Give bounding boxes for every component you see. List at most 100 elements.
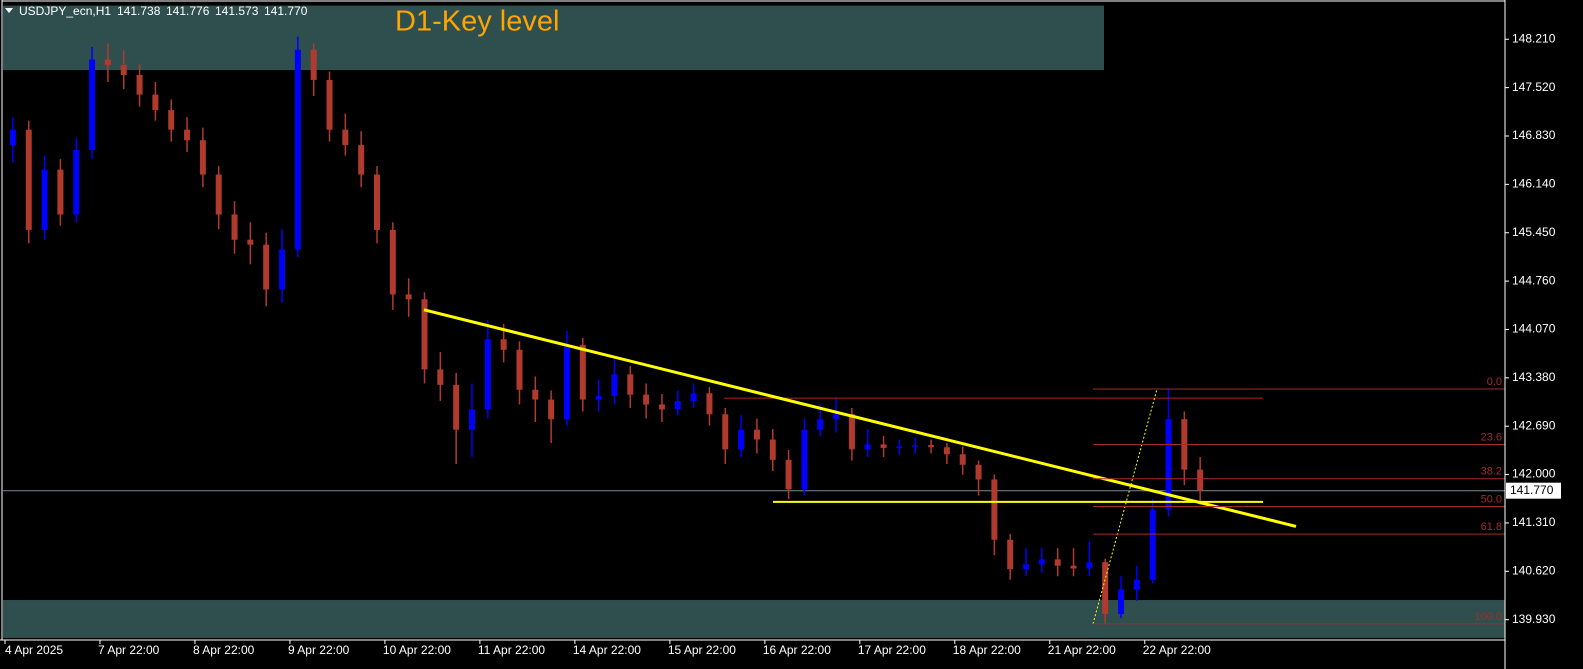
- current-price-label: 141.770: [1510, 483, 1554, 497]
- candle-body: [563, 344, 570, 420]
- x-tick-label: 10 Apr 22:00: [383, 643, 451, 657]
- candle-body: [89, 59, 96, 151]
- candle-body: [1070, 565, 1077, 569]
- current-price-box: [1506, 482, 1561, 499]
- y-tick-label: 144.760: [1512, 273, 1556, 287]
- candle-body: [263, 244, 270, 290]
- header-quote: 141.738: [117, 4, 161, 18]
- candle-body: [627, 374, 634, 395]
- candle-body: [104, 59, 111, 66]
- candle-body: [342, 129, 349, 146]
- x-tick-label: 22 Apr 22:00: [1143, 643, 1211, 657]
- fib-label: 23.6: [1481, 431, 1502, 443]
- candle-body: [880, 444, 887, 448]
- candle-body: [1086, 562, 1093, 569]
- fib-label: 38.2: [1481, 466, 1502, 478]
- candle-body: [532, 389, 539, 400]
- candle-body: [184, 129, 191, 141]
- x-tick-label: 16 Apr 22:00: [763, 643, 831, 657]
- candle-body: [658, 404, 665, 410]
- candle-body: [864, 444, 871, 450]
- candle-body: [785, 459, 792, 490]
- y-tick-label: 146.140: [1512, 177, 1556, 191]
- candle-body: [168, 110, 175, 130]
- candle-body: [310, 49, 317, 80]
- fib-label: 61.8: [1481, 521, 1502, 533]
- x-tick-label: 14 Apr 22:00: [573, 643, 641, 657]
- candle-body: [738, 429, 745, 450]
- candle-body: [1038, 559, 1045, 565]
- candle-body: [912, 445, 919, 447]
- candle-body: [1102, 562, 1109, 615]
- candle-body: [57, 169, 64, 215]
- y-tick-label: 142.000: [1512, 467, 1556, 481]
- candle-body: [215, 174, 222, 215]
- candle-body: [231, 214, 238, 240]
- candle-body: [374, 174, 381, 230]
- candle-body: [706, 393, 713, 415]
- y-tick-label: 141.310: [1512, 515, 1556, 529]
- candle-body: [247, 239, 254, 245]
- candle-body: [41, 169, 48, 230]
- candle-body: [1165, 419, 1172, 510]
- y-tick-label: 146.830: [1512, 128, 1556, 142]
- candle-body: [1007, 539, 1014, 570]
- candle-body: [1054, 559, 1061, 566]
- candle-body: [833, 414, 840, 420]
- candle-body: [453, 384, 460, 430]
- x-tick-label: 21 Apr 22:00: [1048, 643, 1116, 657]
- x-tick-label: 15 Apr 22:00: [668, 643, 736, 657]
- candle-body: [928, 445, 935, 448]
- candle-body: [548, 399, 555, 420]
- candle-body: [389, 229, 396, 295]
- candle-body: [1197, 469, 1204, 491]
- header-quote: 141.770: [264, 4, 308, 18]
- candle-body: [326, 79, 333, 130]
- x-tick-label: 9 Apr 22:00: [288, 643, 350, 657]
- candle-body: [294, 49, 301, 250]
- candle-body: [1118, 589, 1125, 615]
- candle-body: [801, 429, 808, 490]
- candle-body: [152, 94, 159, 111]
- candle-body: [25, 129, 32, 230]
- candle-body: [722, 414, 729, 450]
- candle-body: [484, 339, 491, 410]
- y-tick-label: 143.380: [1512, 370, 1556, 384]
- candle-body: [643, 394, 650, 405]
- candle-body: [500, 339, 507, 350]
- header-quote: 141.776: [166, 4, 210, 18]
- key-zone: [3, 5, 1104, 71]
- candle-body: [437, 369, 444, 385]
- y-tick-label: 144.070: [1512, 322, 1556, 336]
- candle-body: [120, 65, 127, 76]
- candle-body: [848, 414, 855, 450]
- candle-body: [199, 140, 206, 175]
- candle-body: [421, 299, 428, 370]
- x-tick-label: 11 Apr 22:00: [478, 643, 545, 657]
- y-tick-label: 147.520: [1512, 80, 1556, 94]
- fib-label: 50.0: [1481, 493, 1502, 505]
- candle-body: [817, 419, 824, 430]
- y-tick-label: 148.210: [1512, 31, 1556, 45]
- y-tick-label: 139.930: [1512, 612, 1556, 626]
- candle-body: [516, 349, 523, 390]
- candle-body: [896, 446, 903, 448]
- candle-body: [753, 429, 760, 440]
- key-zone: [3, 600, 1505, 638]
- candle-body: [943, 447, 950, 455]
- candle-body: [959, 454, 966, 465]
- candle-body: [358, 145, 365, 175]
- fib-label: 100.0: [1474, 611, 1502, 623]
- candle-body: [690, 393, 697, 401]
- x-tick-label: 4 Apr 2025: [5, 643, 63, 657]
- x-tick-label: 17 Apr 22:00: [858, 643, 926, 657]
- x-tick-label: 18 Apr 22:00: [953, 643, 1021, 657]
- y-tick-label: 142.690: [1512, 418, 1556, 432]
- candle-body: [1149, 509, 1156, 580]
- trendline: [423, 308, 1297, 528]
- x-tick-label: 7 Apr 22:00: [98, 643, 160, 657]
- candle-body: [1023, 564, 1030, 570]
- candle-body: [611, 374, 618, 397]
